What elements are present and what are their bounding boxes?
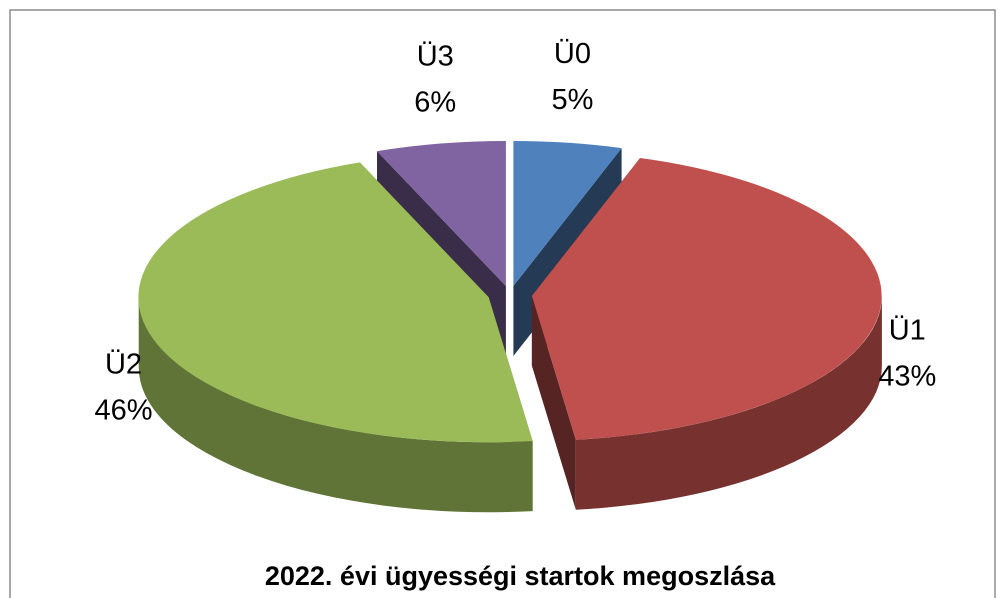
pie-slice — [531, 158, 882, 440]
pie-slice — [377, 141, 506, 286]
chart-title: 2022. évi ügyességi startok megoszlása — [265, 561, 776, 591]
slice-wall — [575, 295, 882, 510]
value-label: 43% — [878, 361, 936, 393]
pie-slice — [138, 162, 533, 443]
value-label: 5% — [551, 84, 593, 116]
pie-slice — [513, 141, 622, 286]
category-label: Ü2 — [105, 348, 142, 380]
pie — [138, 141, 882, 513]
category-label: Ü3 — [417, 40, 454, 72]
slice-wall — [138, 297, 533, 513]
slice-side — [531, 295, 576, 510]
value-label: 46% — [95, 394, 153, 426]
category-label: Ü1 — [889, 315, 926, 347]
data-labels: Ü0 5% Ü1 43% Ü2 46% Ü3 6% — [95, 38, 937, 426]
value-label: 6% — [414, 86, 456, 118]
category-label: Ü0 — [554, 38, 591, 70]
